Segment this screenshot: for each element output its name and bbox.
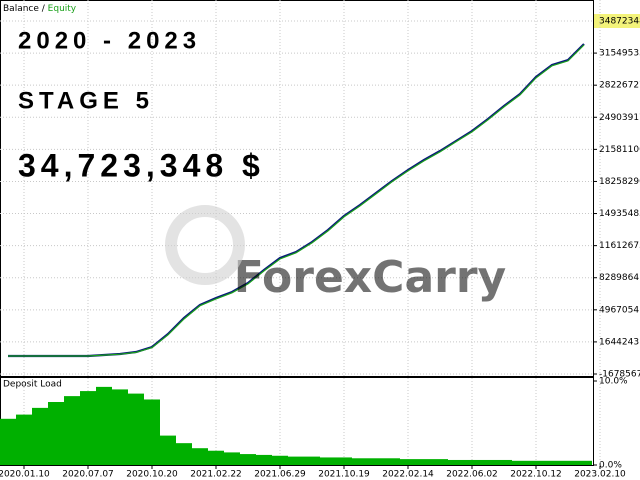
y-tick-label: 4967054 <box>599 305 639 315</box>
bar <box>256 454 272 465</box>
y-tick-label: 18258296 <box>599 177 640 187</box>
y-tick-label: 14935485 <box>599 209 640 219</box>
y-tick-label: 31549535 <box>599 49 640 59</box>
bar <box>352 458 368 465</box>
y-tick-label: 34872348 <box>599 17 640 27</box>
main-panel-frame <box>0 0 594 377</box>
bar <box>544 460 560 465</box>
bar <box>128 393 144 465</box>
bar <box>464 459 480 465</box>
legend-separator: / <box>39 4 48 14</box>
bar <box>192 448 208 465</box>
bar <box>80 391 96 465</box>
x-tick-label: 2021.06.29 <box>254 470 306 480</box>
x-tick-label: 2022.06.02 <box>446 470 498 480</box>
bar <box>144 399 160 465</box>
current-value-tag <box>594 14 640 29</box>
legend: Balance / Equity <box>3 4 77 14</box>
legend-entry: Balance <box>3 4 39 14</box>
watermark: ForexCarry <box>234 252 507 303</box>
y-tick-label: -1678567 <box>599 370 640 380</box>
x-tick-label: 2020.07.07 <box>62 470 114 480</box>
legend-entry: Equity <box>48 4 77 14</box>
bar <box>400 459 416 465</box>
bar <box>240 454 256 465</box>
bar <box>576 460 592 465</box>
bar <box>496 459 512 465</box>
panel-title: Deposit Load <box>3 380 62 390</box>
y-tick-label: 0.0% <box>599 461 622 471</box>
bar <box>96 386 112 465</box>
y-tick-label: 28226727 <box>599 81 640 91</box>
bar <box>16 414 32 465</box>
bar <box>304 456 320 465</box>
y-tick-label: 10.0% <box>599 377 628 387</box>
bar <box>336 457 352 465</box>
bar <box>272 455 288 465</box>
bar <box>480 459 496 465</box>
bar <box>176 443 192 465</box>
bar <box>416 459 432 465</box>
bar <box>48 402 64 465</box>
bar <box>320 457 336 465</box>
x-tick-label: 2020.10.20 <box>126 470 178 480</box>
x-tick-label: 2020.01.10 <box>0 470 50 480</box>
x-tick-label: 2022.02.14 <box>382 470 434 480</box>
y-tick-label: 11612675 <box>599 241 640 251</box>
y-tick-label: 8289864 <box>599 273 639 283</box>
series-line <box>8 44 585 357</box>
annotation: 34,723,348 $ <box>18 147 265 183</box>
bar <box>560 460 576 465</box>
y-tick-label: 21581106 <box>599 145 640 155</box>
annotation: 2020 - 2023 <box>18 27 201 54</box>
bar <box>448 459 464 465</box>
bar <box>288 456 304 465</box>
bar <box>512 460 528 465</box>
x-tick-label: 2021.02.22 <box>190 470 242 480</box>
bar <box>384 458 400 465</box>
bar <box>64 396 80 465</box>
bar <box>432 459 448 465</box>
bar <box>208 450 224 465</box>
annotation: STAGE 5 <box>18 87 154 114</box>
bar <box>32 407 48 465</box>
y-tick-label: 1644243 <box>599 337 639 347</box>
watermark-logo <box>165 205 245 285</box>
bar <box>112 389 128 465</box>
bar <box>528 460 544 465</box>
x-tick-label: 2022.10.12 <box>510 470 562 480</box>
x-tick-label: 2021.10.19 <box>318 470 370 480</box>
bar <box>224 452 240 465</box>
bar <box>368 458 384 465</box>
y-tick-label: 24903917 <box>599 113 640 123</box>
bar <box>0 418 16 465</box>
bar <box>160 435 176 465</box>
x-tick-label: 2023.02.10 <box>574 470 626 480</box>
